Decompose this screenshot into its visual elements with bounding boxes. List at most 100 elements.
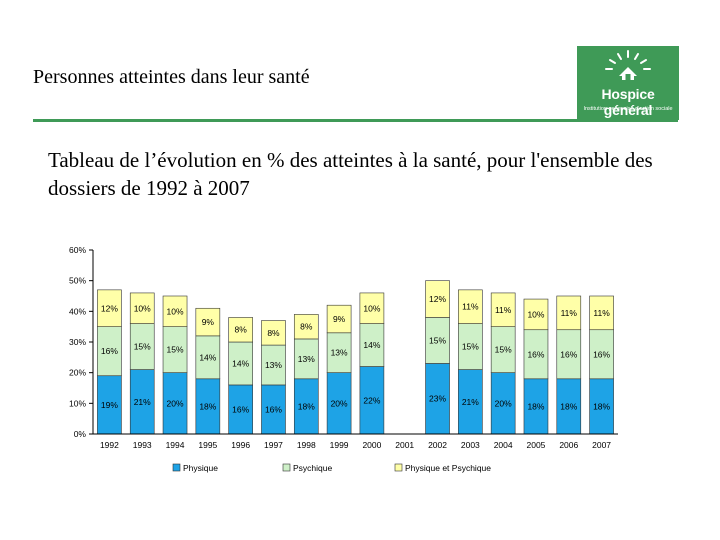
legend-item: Physique et Psychique <box>394 463 491 473</box>
x-tick-label: 1999 <box>330 440 349 450</box>
data-label: 18% <box>560 401 577 411</box>
y-tick-label: 60% <box>69 245 86 255</box>
bar-segment <box>425 363 450 435</box>
bar-segment <box>195 307 221 337</box>
bar-segment <box>228 384 253 435</box>
data-label: 22% <box>363 395 380 405</box>
hospice-general-logo: Hospice général Institution genevoise d'… <box>577 46 679 120</box>
data-label: 16% <box>232 404 249 414</box>
x-tick-label: 2007 <box>592 440 611 450</box>
data-label: 11% <box>495 305 512 315</box>
x-tick-label: 2000 <box>362 440 381 450</box>
x-tick-label: 1994 <box>166 440 185 450</box>
x-tick-label: 2006 <box>559 440 578 450</box>
bar-segment <box>162 372 188 435</box>
data-label: 13% <box>298 354 315 364</box>
x-tick-label: 1996 <box>231 440 250 450</box>
bar-segment <box>359 366 385 435</box>
legend-item: Physique <box>172 463 218 473</box>
bar-segment <box>261 320 286 346</box>
data-label: 15% <box>462 342 479 352</box>
data-label: 21% <box>134 397 151 407</box>
data-label: 15% <box>134 342 151 352</box>
bar-segment <box>556 295 582 331</box>
data-label: 9% <box>202 317 215 327</box>
bar-segment <box>490 292 516 327</box>
x-tick-label: 2005 <box>527 440 546 450</box>
data-label: 20% <box>167 398 184 408</box>
bar-segment <box>293 338 319 380</box>
bar-segment <box>261 384 286 435</box>
bar-segment <box>326 372 352 435</box>
data-label: 18% <box>298 401 315 411</box>
bar-segment <box>425 317 450 364</box>
bar-segment <box>162 326 188 373</box>
legend-label: Physique et Psychique <box>405 463 491 473</box>
data-label: 11% <box>561 308 578 318</box>
data-label: 19% <box>101 400 118 410</box>
bar-segment <box>97 326 122 377</box>
y-tick-label: 20% <box>69 368 86 378</box>
data-label: 14% <box>363 340 380 350</box>
y-tick-label: 10% <box>69 398 86 408</box>
chart-caption: Tableau de l’évolution en % des atteinte… <box>48 148 653 200</box>
data-label: 16% <box>527 349 544 359</box>
data-label: 11% <box>593 308 610 318</box>
bar-segment <box>523 378 549 435</box>
data-label: 16% <box>265 404 282 414</box>
bar-segment <box>589 329 614 380</box>
bar-segment <box>589 295 614 331</box>
bar-segment <box>556 378 582 435</box>
x-tick-label: 1995 <box>198 440 217 450</box>
bar-segment <box>458 369 483 435</box>
header-divider <box>33 119 678 122</box>
page-title: Personnes atteintes dans leur santé <box>33 66 310 88</box>
bar-segment <box>129 292 155 324</box>
legend-item: Psychique <box>282 463 332 473</box>
bar-segment <box>458 323 483 370</box>
x-tick-label: 1997 <box>264 440 283 450</box>
y-tick-label: 30% <box>69 337 86 347</box>
data-label: 8% <box>300 322 313 332</box>
bar-segment <box>425 280 450 318</box>
x-tick-label: 1998 <box>297 440 316 450</box>
data-label: 14% <box>199 352 216 362</box>
data-label: 10% <box>527 309 544 319</box>
bar-segment <box>195 335 221 380</box>
data-label: 14% <box>232 358 249 368</box>
data-label: 10% <box>167 306 184 316</box>
bar-segment <box>490 372 516 435</box>
data-label: 20% <box>331 398 348 408</box>
data-label: 11% <box>462 302 479 312</box>
legend-label: Psychique <box>293 463 332 473</box>
data-label: 18% <box>593 401 610 411</box>
legend-label: Physique <box>183 463 218 473</box>
logo-tagline: Institution genevoise d'action sociale <box>583 106 673 112</box>
bar-segment <box>162 295 188 327</box>
data-label: 15% <box>429 335 446 345</box>
logo-name: Hospice général <box>601 86 655 118</box>
y-tick-label: 0% <box>74 429 87 439</box>
bar-segment <box>359 323 385 367</box>
bar-segment <box>490 326 516 373</box>
bar-segment <box>261 344 286 386</box>
data-label: 8% <box>235 325 248 335</box>
legend-swatch <box>172 463 181 472</box>
x-tick-label: 2002 <box>428 440 447 450</box>
data-label: 16% <box>101 346 118 356</box>
x-tick-label: 1992 <box>100 440 119 450</box>
y-tick-label: 40% <box>69 306 86 316</box>
bar-segment <box>129 369 155 435</box>
legend-swatch <box>282 463 291 472</box>
bar-segment <box>228 317 253 343</box>
bar-segment <box>129 323 155 370</box>
data-label: 13% <box>265 360 282 370</box>
data-label: 12% <box>101 303 118 313</box>
data-label: 15% <box>167 345 184 355</box>
x-tick-label: 2003 <box>461 440 480 450</box>
x-tick-label: 1993 <box>133 440 152 450</box>
sun-house-icon <box>605 50 651 80</box>
data-label: 18% <box>527 401 544 411</box>
stacked-bar-chart: 0% 10% 20% 30% 40% 50% 60% 19% 16% 12% 1992 21% 15% 1… <box>69 245 618 473</box>
data-label: 9% <box>333 314 346 324</box>
